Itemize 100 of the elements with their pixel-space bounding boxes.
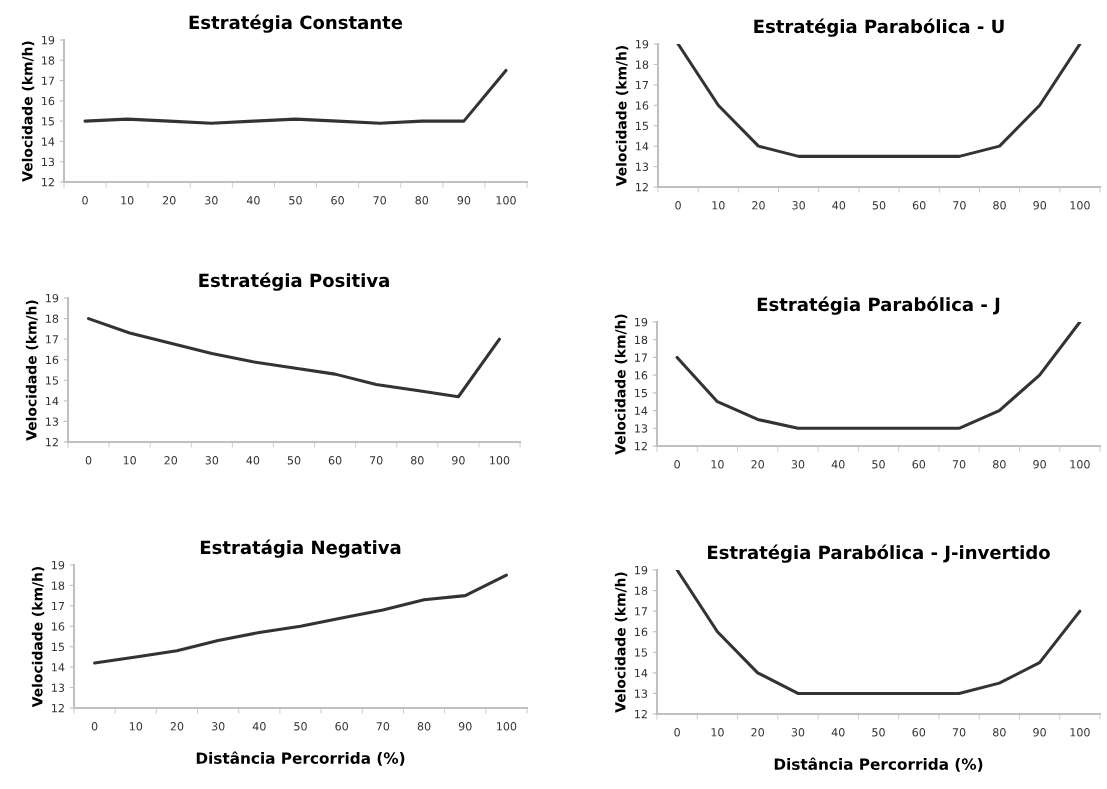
x-tick-label: 10 [121,196,134,205]
y-tick-label: 13 [635,689,648,698]
y-tick-label: 14 [635,406,648,415]
x-tick-label: 100 [490,456,510,465]
x-tick-label: 80 [415,196,429,205]
x-tick-label: 70 [376,722,390,731]
x-tick-label: 30 [792,201,805,210]
y-tick-label: 12 [52,703,64,713]
y-tick-label: 12 [42,177,54,187]
y-tick-label: 17 [636,80,649,90]
y-tick-label: 18 [42,56,55,65]
y-tick-label: 16 [52,622,65,631]
x-tick-label: 0 [91,722,98,731]
y-tick-label: 19 [42,35,55,45]
y-tick-label: 15 [635,388,647,398]
x-tick-label: 40 [246,456,260,465]
y-tick-label: 13 [46,417,59,426]
y-tick-label: 19 [635,565,648,575]
x-tick-label: 0 [82,196,88,205]
line-series [675,570,1082,695]
y-tick-label: 19 [635,317,648,327]
y-tick-label: 15 [46,376,58,385]
x-tick-label: 30 [211,722,225,731]
y-tick-label: 12 [635,709,647,719]
x-tick-label: 30 [791,460,805,469]
y-tick-label: 13 [636,162,649,171]
x-tick-label: 40 [831,460,845,469]
y-axis-title: Velocidade (km/h) [614,572,628,713]
x-tick-label: 10 [712,201,725,210]
x-tick-label: 70 [952,728,966,737]
y-tick-label: 14 [635,668,648,678]
x-tick-label: 100 [497,722,517,731]
x-tick-label: 60 [335,722,349,731]
x-tick-label: 70 [952,460,966,469]
y-axis-title: Velocidade (km/h) [31,566,45,708]
y-tick-label: 17 [635,353,648,362]
y-tick-label: 15 [635,648,647,657]
line-series [676,44,1082,158]
x-tick-label: 70 [373,196,387,205]
y-tick-label: 15 [52,642,64,652]
x-tick-label: 10 [711,460,724,469]
x-tick-label: 0 [674,460,680,469]
line-series [675,322,1082,430]
y-tick-label: 14 [636,142,649,151]
x-tick-label: 0 [674,728,680,737]
y-tick-label: 17 [46,335,59,344]
x-tick-label: 40 [831,728,845,737]
y-tick-label: 16 [46,355,59,365]
x-tick-label: 60 [328,456,342,465]
x-tick-label: 20 [164,456,178,465]
x-tick-label: 40 [246,196,260,205]
x-tick-label: 100 [1070,460,1090,469]
chart-title: Estratágia Negativa [200,539,401,558]
x-axis-title: Distância Percorrida (%) [196,751,405,766]
x-tick-label: 90 [451,456,465,465]
y-tick-label: 16 [635,371,648,380]
x-tick-label: 100 [1070,728,1090,737]
x-tick-label: 60 [912,728,926,737]
y-tick-label: 18 [635,335,648,345]
x-tick-label: 30 [205,196,218,205]
y-tick-label: 12 [46,437,58,447]
x-tick-label: 50 [294,722,307,731]
x-tick-label: 60 [912,201,926,210]
y-tick-label: 15 [636,121,648,131]
x-tick-label: 90 [1033,201,1047,210]
y-tick-label: 19 [46,293,59,303]
y-axis-title: Velocidade (km/h) [614,314,628,455]
line-series [93,573,508,665]
x-tick-label: 100 [496,196,516,205]
y-tick-label: 18 [46,314,59,323]
x-tick-label: 40 [252,722,266,731]
x-tick-label: 10 [123,456,136,465]
x-tick-label: 80 [417,722,431,731]
x-tick-label: 20 [170,722,184,731]
y-tick-label: 16 [636,101,649,110]
x-tick-label: 50 [872,201,886,210]
y-tick-label: 17 [635,607,648,616]
x-tick-label: 20 [752,201,765,210]
chart-title: Estratégia Parabólica - J [757,296,1000,315]
y-tick-label: 14 [52,663,65,672]
x-tick-label: 0 [85,456,92,465]
x-tick-label: 10 [711,728,724,737]
y-tick-label: 16 [42,96,55,106]
y-tick-label: 13 [42,157,55,167]
y-tick-label: 18 [52,581,65,590]
line-series [87,317,501,399]
y-tick-label: 18 [635,586,648,595]
x-tick-label: 50 [872,460,885,469]
x-tick-label: 20 [162,196,176,205]
x-tick-label: 10 [129,722,143,731]
y-tick-label: 14 [46,396,59,406]
x-tick-label: 80 [993,460,1006,469]
y-tick-label: 19 [52,560,65,570]
x-tick-label: 80 [410,456,424,465]
x-tick-label: 80 [993,728,1006,737]
y-tick-label: 12 [636,182,648,192]
x-tick-label: 50 [287,456,301,465]
x-tick-label: 60 [912,460,926,469]
y-tick-label: 19 [636,39,649,49]
x-tick-label: 90 [1033,728,1046,737]
